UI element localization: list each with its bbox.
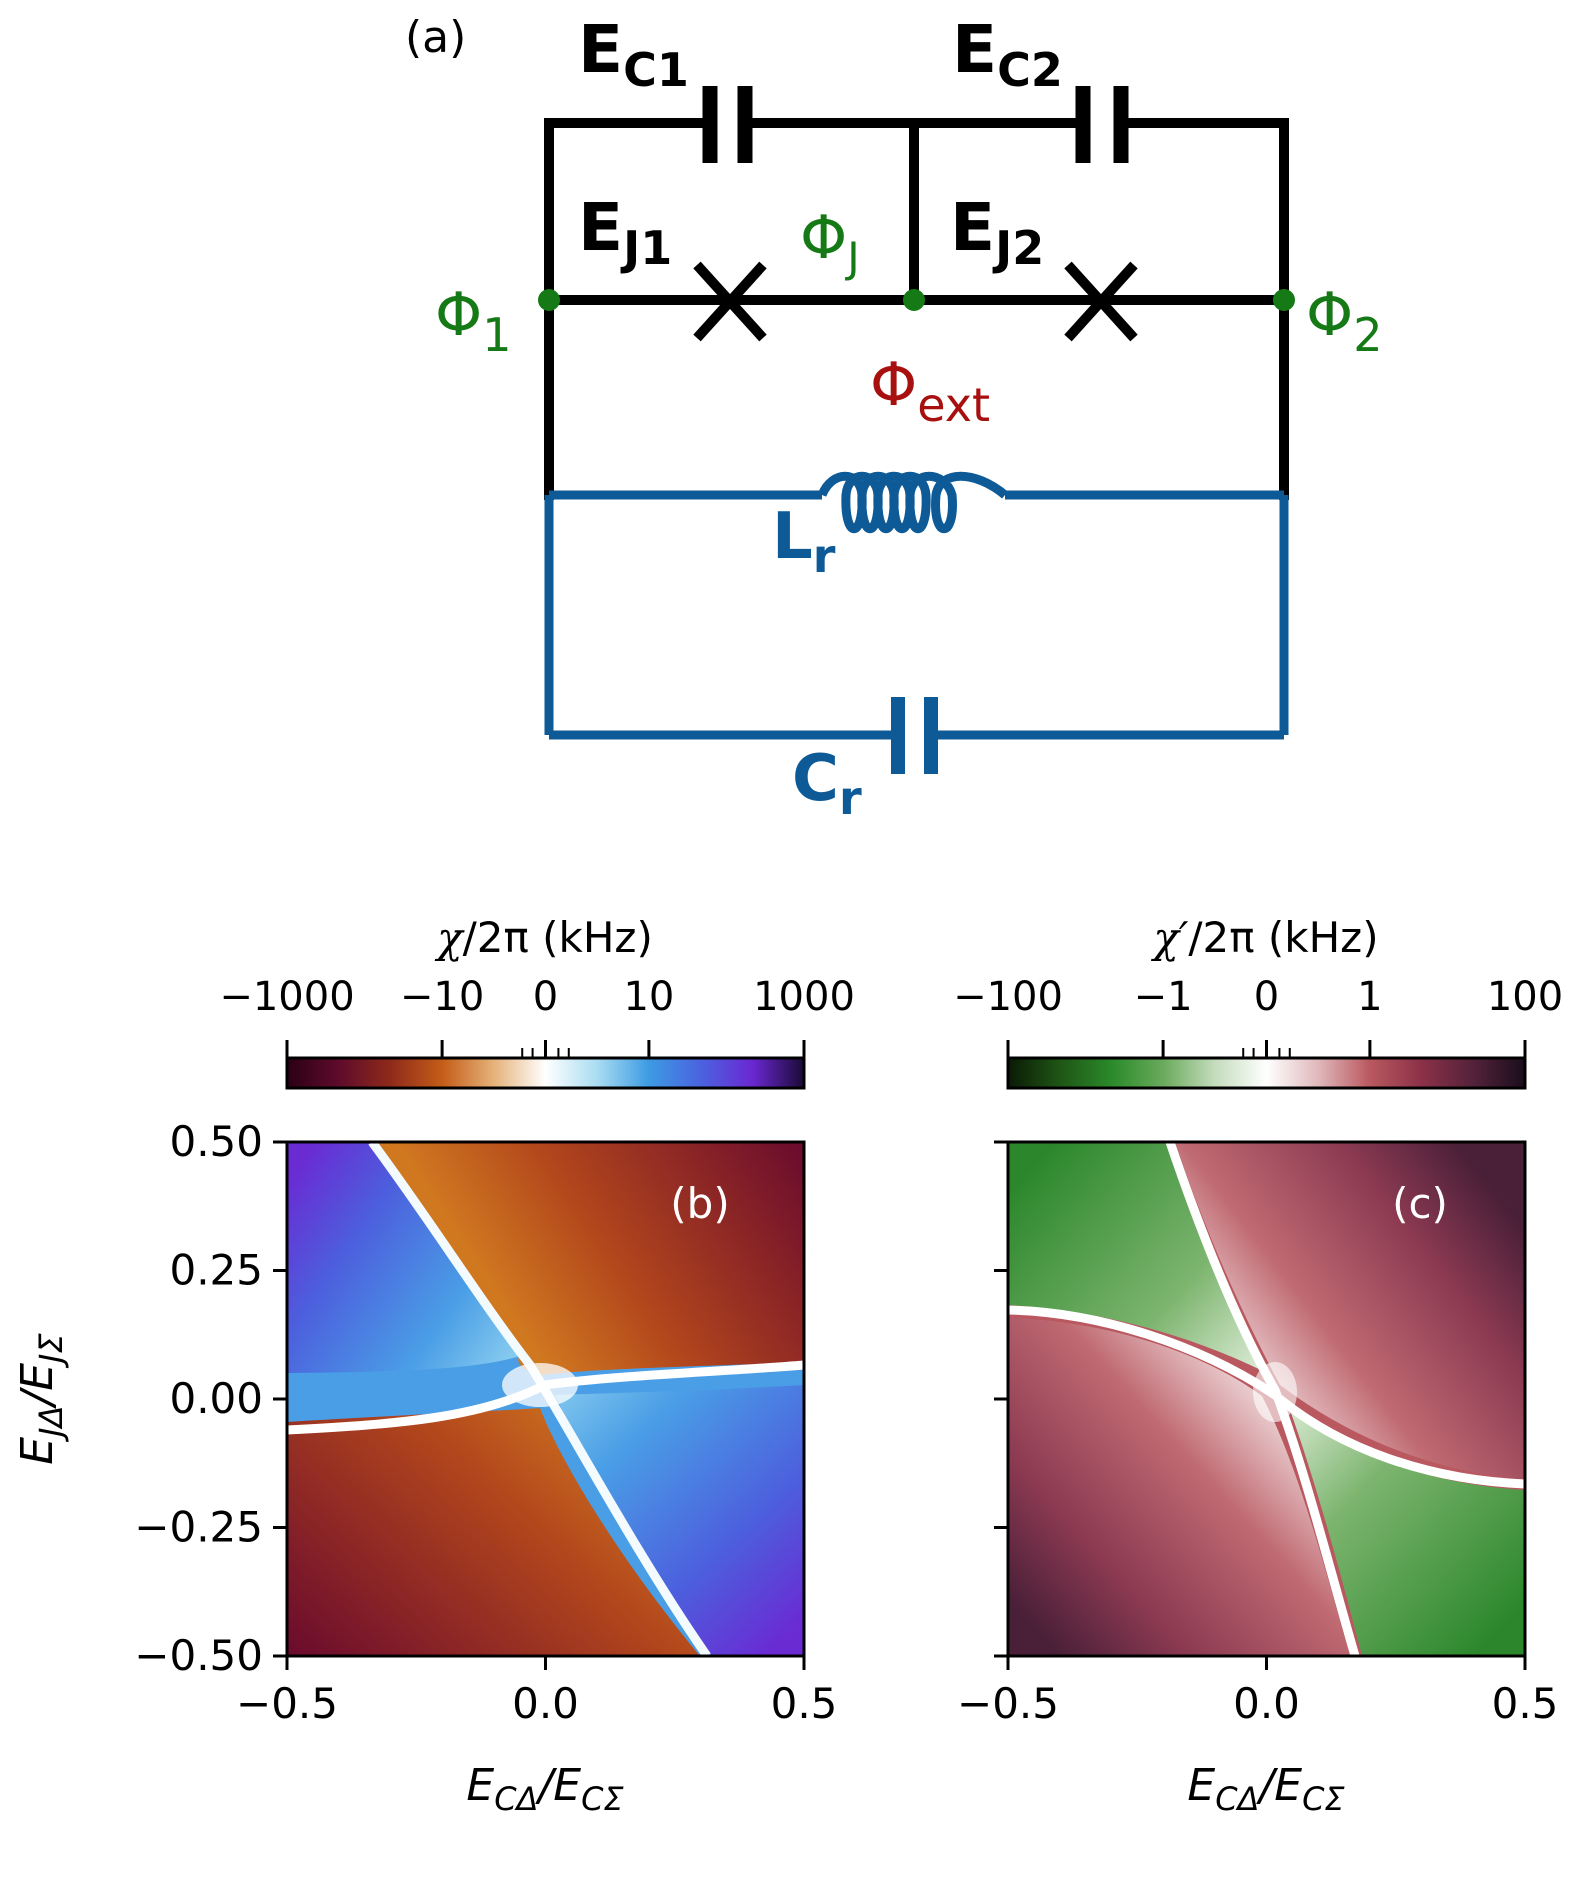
capacitor-ec2 xyxy=(1075,86,1129,163)
colorbar-b-tick-label: 1000 xyxy=(753,974,855,1020)
node-phij xyxy=(903,289,925,311)
x-tick-label-c: 0.0 xyxy=(1233,1679,1300,1728)
label-phij: ΦJ xyxy=(800,203,860,282)
x-tick-label-b: 0.0 xyxy=(512,1679,579,1728)
heatmap-b-region-bottom-left xyxy=(287,1408,700,1656)
label-phi2: Φ2 xyxy=(1306,280,1383,362)
resonator-wiring xyxy=(544,490,1289,740)
x-tick-label-b: 0.5 xyxy=(771,1679,838,1728)
x-axis-label-c: ECΔ/ECΣ xyxy=(1187,1760,1345,1818)
y-tick-label: −0.50 xyxy=(134,1631,263,1680)
colorbar-b-tick-label: 0 xyxy=(533,974,558,1020)
circuit-diagram: (a) xyxy=(405,11,1383,825)
colorbar-c-tick-label: −1 xyxy=(1134,974,1193,1020)
heatmap-b-region-top-right xyxy=(375,1142,804,1375)
colorbar-c-tick-label: 0 xyxy=(1254,974,1279,1020)
colorbar-c-tick-label: 1 xyxy=(1357,974,1382,1020)
label-cr: Cr xyxy=(792,742,862,825)
colorbar-b: χ/2π (kHz) −1000 −10 0 10 1000 xyxy=(219,913,855,1090)
heatmap-b-center-glow xyxy=(502,1363,578,1407)
junction-ej2-cross xyxy=(1064,261,1138,342)
colorbar-c-label: χ′/2π (kHz) xyxy=(1150,913,1378,962)
y-tick-label: 0.25 xyxy=(169,1246,263,1295)
label-lr: Lr xyxy=(772,500,836,583)
panel-c-label: (c) xyxy=(1392,1179,1448,1228)
label-ej1: EJ1 xyxy=(578,189,672,275)
heatmap-b-region-top-left xyxy=(287,1142,520,1373)
y-tick-label: 0.50 xyxy=(169,1117,263,1166)
colorbar-b-bar xyxy=(285,1056,806,1090)
heatmap-c-region-top-right xyxy=(1175,1142,1525,1480)
colorbar-c: χ′/2π (kHz) −100 −1 0 1 100 xyxy=(953,913,1563,1090)
y-tick-label: −0.25 xyxy=(134,1503,263,1552)
label-ec1: EC1 xyxy=(578,11,689,97)
junction-ej1-cross xyxy=(693,261,767,342)
x-tick-label-c: −0.5 xyxy=(957,1679,1059,1728)
colorbar-b-tick-label: −1000 xyxy=(219,974,354,1020)
heatmap-c-center-glow xyxy=(1253,1362,1297,1422)
label-ej2: EJ2 xyxy=(950,189,1044,275)
capacitor-ec1 xyxy=(702,86,753,163)
heatmap-c-region-bottom-right xyxy=(1290,1410,1525,1656)
heatmap-c: (c) xyxy=(1008,1142,1525,1656)
panel-b-label: (b) xyxy=(670,1179,729,1228)
colorbar-b-tick-label: 10 xyxy=(623,974,674,1020)
colorbar-c-tick-label: −100 xyxy=(953,974,1063,1020)
y-axis-label: EJΔ/EJΣ xyxy=(12,1333,70,1465)
label-phiext: Φext xyxy=(870,350,990,432)
colorbar-b-label: χ/2π (kHz) xyxy=(434,913,653,962)
colorbar-c-ticks: −100 −1 0 1 100 xyxy=(953,974,1563,1058)
capacitor-cr xyxy=(891,697,938,774)
heatmap-b-region-bottom-right xyxy=(555,1385,804,1656)
x-tick-label-c: 0.5 xyxy=(1492,1679,1559,1728)
x-axis-label-b: ECΔ/ECΣ xyxy=(466,1760,624,1818)
label-ec2: EC2 xyxy=(952,11,1063,97)
panel-a-label: (a) xyxy=(405,12,466,63)
colorbar-b-tick-label: −10 xyxy=(400,974,484,1020)
x-tick-label-b: −0.5 xyxy=(236,1679,338,1728)
axis-ticks: −0.5 0.0 0.50.500.250.00−0.25−0.50−0.5 0.0 0… xyxy=(134,1117,1558,1728)
colorbar-b-ticks: −1000 −10 0 10 1000 xyxy=(219,974,855,1058)
heatmap-c-region-top-left xyxy=(1008,1142,1265,1372)
node-phi1 xyxy=(538,289,560,311)
colorbar-c-tick-label: 100 xyxy=(1487,974,1563,1020)
label-phi1: Φ1 xyxy=(435,280,512,362)
colorbar-c-bar xyxy=(1006,1056,1527,1090)
inductor-coil xyxy=(817,471,1008,533)
heatmap-b: (b) xyxy=(287,1142,804,1656)
y-tick-label: 0.00 xyxy=(169,1374,263,1423)
node-phi2 xyxy=(1273,289,1295,311)
